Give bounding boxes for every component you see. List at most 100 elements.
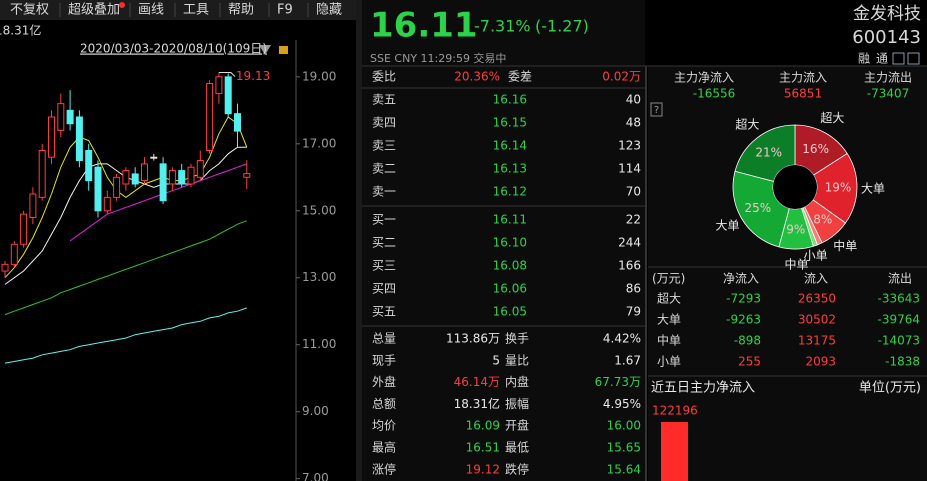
table-cell: -9263 bbox=[726, 313, 761, 327]
five-day-value: 122196 bbox=[652, 404, 698, 418]
book-price: 16.10 bbox=[493, 236, 527, 250]
toolbar-button[interactable]: 画线 bbox=[138, 3, 164, 18]
table-row-label: 超大 bbox=[657, 291, 681, 306]
table-header: 净流入 bbox=[723, 272, 759, 286]
flow-header-label: 主力净流入 bbox=[674, 71, 734, 85]
book-level: 买三 bbox=[372, 259, 396, 273]
candle-body bbox=[94, 166, 102, 212]
stat-value: 16.51 bbox=[466, 441, 500, 455]
y-tick-label: 9.00 bbox=[302, 404, 329, 418]
candle-body bbox=[38, 150, 46, 198]
toolbar-button[interactable]: F9 bbox=[277, 3, 293, 18]
moving-average bbox=[4, 116, 248, 279]
slice-name: 大单 bbox=[861, 181, 885, 195]
flow-header-label: 主力流入 bbox=[779, 71, 827, 85]
stat-value: 19.12 bbox=[466, 462, 500, 476]
stat-value: 4.95% bbox=[603, 397, 641, 411]
slice-name: 小单 bbox=[804, 248, 828, 262]
book-level: 卖二 bbox=[372, 162, 396, 176]
market-info: SSE CNY 11:29:59 交易中 bbox=[370, 51, 506, 65]
book-volume: 22 bbox=[626, 213, 641, 227]
donut-hole bbox=[773, 165, 817, 209]
toolbar-button[interactable]: 隐藏 bbox=[316, 3, 342, 18]
table-cell: 30502 bbox=[798, 313, 836, 327]
dropdown-icon[interactable] bbox=[259, 45, 271, 55]
stat-value: 16.09 bbox=[466, 419, 500, 433]
slice-name: 超大 bbox=[820, 110, 844, 125]
lock-icon[interactable] bbox=[279, 46, 288, 54]
slice-name: 大单 bbox=[716, 219, 740, 233]
table-row-label: 大单 bbox=[657, 313, 681, 327]
moving-average bbox=[4, 307, 247, 364]
table-row-label: 中单 bbox=[657, 333, 681, 348]
candle-body bbox=[141, 163, 148, 182]
slice-percent: 9% bbox=[786, 222, 805, 236]
y-tick-label: 15.00 bbox=[302, 203, 336, 217]
book-price: 16.11 bbox=[493, 213, 527, 227]
high-label: 19.13 bbox=[236, 69, 270, 83]
y-tick-label: 19.00 bbox=[302, 69, 336, 83]
toolbar-button[interactable]: 帮助 bbox=[228, 3, 254, 18]
book-level: 卖一 bbox=[372, 185, 396, 199]
book-price: 16.15 bbox=[493, 116, 527, 130]
book-level: 卖三 bbox=[372, 139, 396, 153]
book-volume: 86 bbox=[626, 282, 641, 296]
panel-icon[interactable] bbox=[907, 52, 920, 65]
candle-body bbox=[187, 166, 195, 185]
candle-body bbox=[20, 213, 28, 245]
scrollbar bbox=[356, 0, 362, 481]
stat-label: 总量 bbox=[372, 332, 396, 346]
y-tick-label: 7.00 bbox=[302, 471, 329, 481]
five-day-unit: 单位(万元) bbox=[859, 381, 921, 396]
candle-body bbox=[10, 243, 18, 265]
book-level: 买五 bbox=[372, 305, 396, 319]
toolbar-button[interactable]: 工具 bbox=[183, 3, 209, 18]
panel-icon[interactable] bbox=[892, 52, 905, 65]
stat-label: 涨停 bbox=[372, 461, 396, 476]
five-day-title: 近五日主力净流入 bbox=[651, 381, 755, 396]
candle-body bbox=[215, 76, 223, 95]
badge[interactable]: 融 bbox=[858, 52, 870, 66]
flow-header-value: -73407 bbox=[867, 87, 910, 101]
candle-body bbox=[159, 163, 167, 202]
amount-label: 18.31亿 bbox=[0, 23, 41, 38]
table-cell: -33643 bbox=[877, 292, 920, 306]
stat-label: 总额 bbox=[372, 397, 396, 411]
help-icon[interactable]: ? bbox=[654, 105, 659, 116]
stat-label: 最低 bbox=[505, 441, 529, 455]
quote-panel bbox=[362, 0, 645, 481]
stat-value: 67.73万 bbox=[595, 375, 641, 389]
table-cell: 26350 bbox=[798, 292, 836, 306]
ratio-label: 委比 bbox=[372, 70, 396, 84]
stock-code: 600143 bbox=[852, 27, 921, 48]
stat-label: 内盘 bbox=[505, 374, 529, 389]
y-tick-label: 17.00 bbox=[302, 136, 336, 150]
table-cell: -898 bbox=[734, 334, 761, 348]
book-price: 16.06 bbox=[493, 282, 527, 296]
table-cell: -14073 bbox=[877, 334, 920, 348]
table-header: (万元) bbox=[652, 272, 685, 286]
stat-value: 15.64 bbox=[607, 462, 641, 476]
table-row-label: 小单 bbox=[657, 355, 681, 369]
toolbar bbox=[0, 0, 357, 20]
candle-body bbox=[29, 193, 37, 218]
stat-label: 最高 bbox=[372, 440, 396, 455]
candle-body bbox=[178, 170, 186, 185]
diff-value: 0.02万 bbox=[602, 70, 641, 84]
slice-name: 超大 bbox=[735, 117, 759, 132]
last-price: 16.11 bbox=[370, 6, 478, 46]
slice-percent: 19% bbox=[825, 181, 852, 195]
candle-body bbox=[1, 263, 9, 272]
slice-percent: 16% bbox=[802, 142, 829, 156]
toolbar-button[interactable]: 超级叠加 bbox=[68, 3, 120, 18]
candle-body bbox=[48, 116, 55, 158]
candle-body bbox=[206, 83, 214, 151]
stat-value: 4.42% bbox=[603, 332, 641, 346]
toolbar-button[interactable]: 不复权 bbox=[10, 2, 49, 18]
book-volume: 79 bbox=[626, 305, 641, 319]
help-box[interactable] bbox=[650, 102, 663, 117]
book-volume: 40 bbox=[626, 93, 641, 107]
badge[interactable]: 通 bbox=[876, 52, 888, 66]
book-level: 卖四 bbox=[372, 116, 396, 130]
